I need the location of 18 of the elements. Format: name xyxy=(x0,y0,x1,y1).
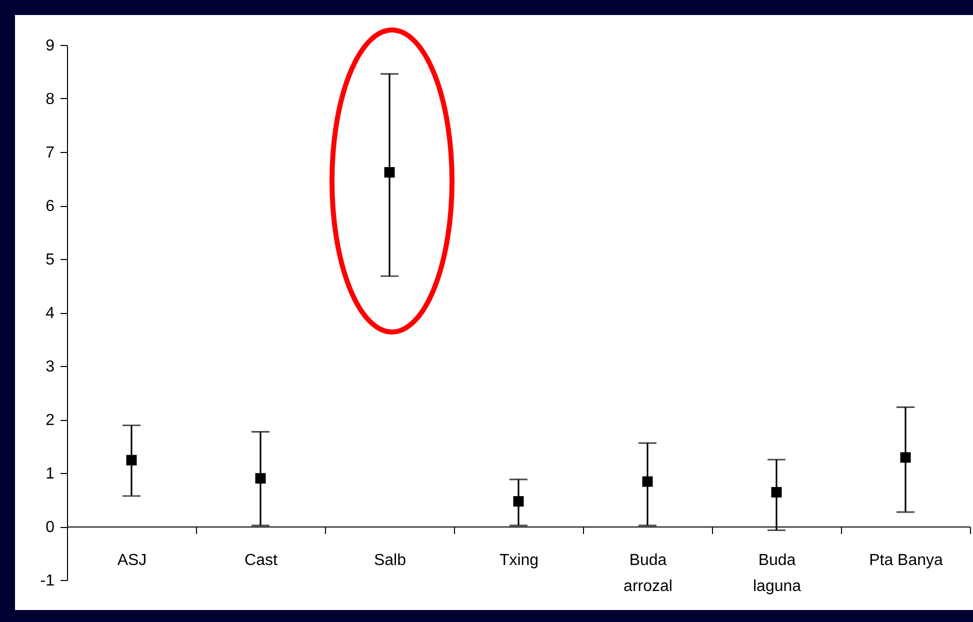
y-tick-label: 7 xyxy=(46,144,55,162)
x-tick-label: Pta Banya xyxy=(869,552,944,569)
y-tick-label: 3 xyxy=(46,358,55,376)
y-tick-label: 2 xyxy=(46,412,55,429)
y-tick-label: 1 xyxy=(46,466,55,482)
x-tick-label: Salb xyxy=(374,552,406,569)
x-tick-label: Txing xyxy=(499,552,539,569)
y-tick-label: 9 xyxy=(46,38,55,54)
x-tick-label: ASJ xyxy=(117,552,147,569)
x-tick-label: Buda laguna xyxy=(752,552,802,595)
y-tick-label: 0 xyxy=(46,519,55,536)
x-tick-label: Buda arrozal xyxy=(624,552,672,595)
y-tick-label: 8 xyxy=(46,91,55,108)
y-tick-label: 4 xyxy=(46,305,55,322)
y-tick-label: -1 xyxy=(40,572,55,590)
y-tick-label: 6 xyxy=(46,198,55,215)
x-tick-label: Cast xyxy=(244,552,278,569)
y-tick-label: 5 xyxy=(46,252,55,268)
